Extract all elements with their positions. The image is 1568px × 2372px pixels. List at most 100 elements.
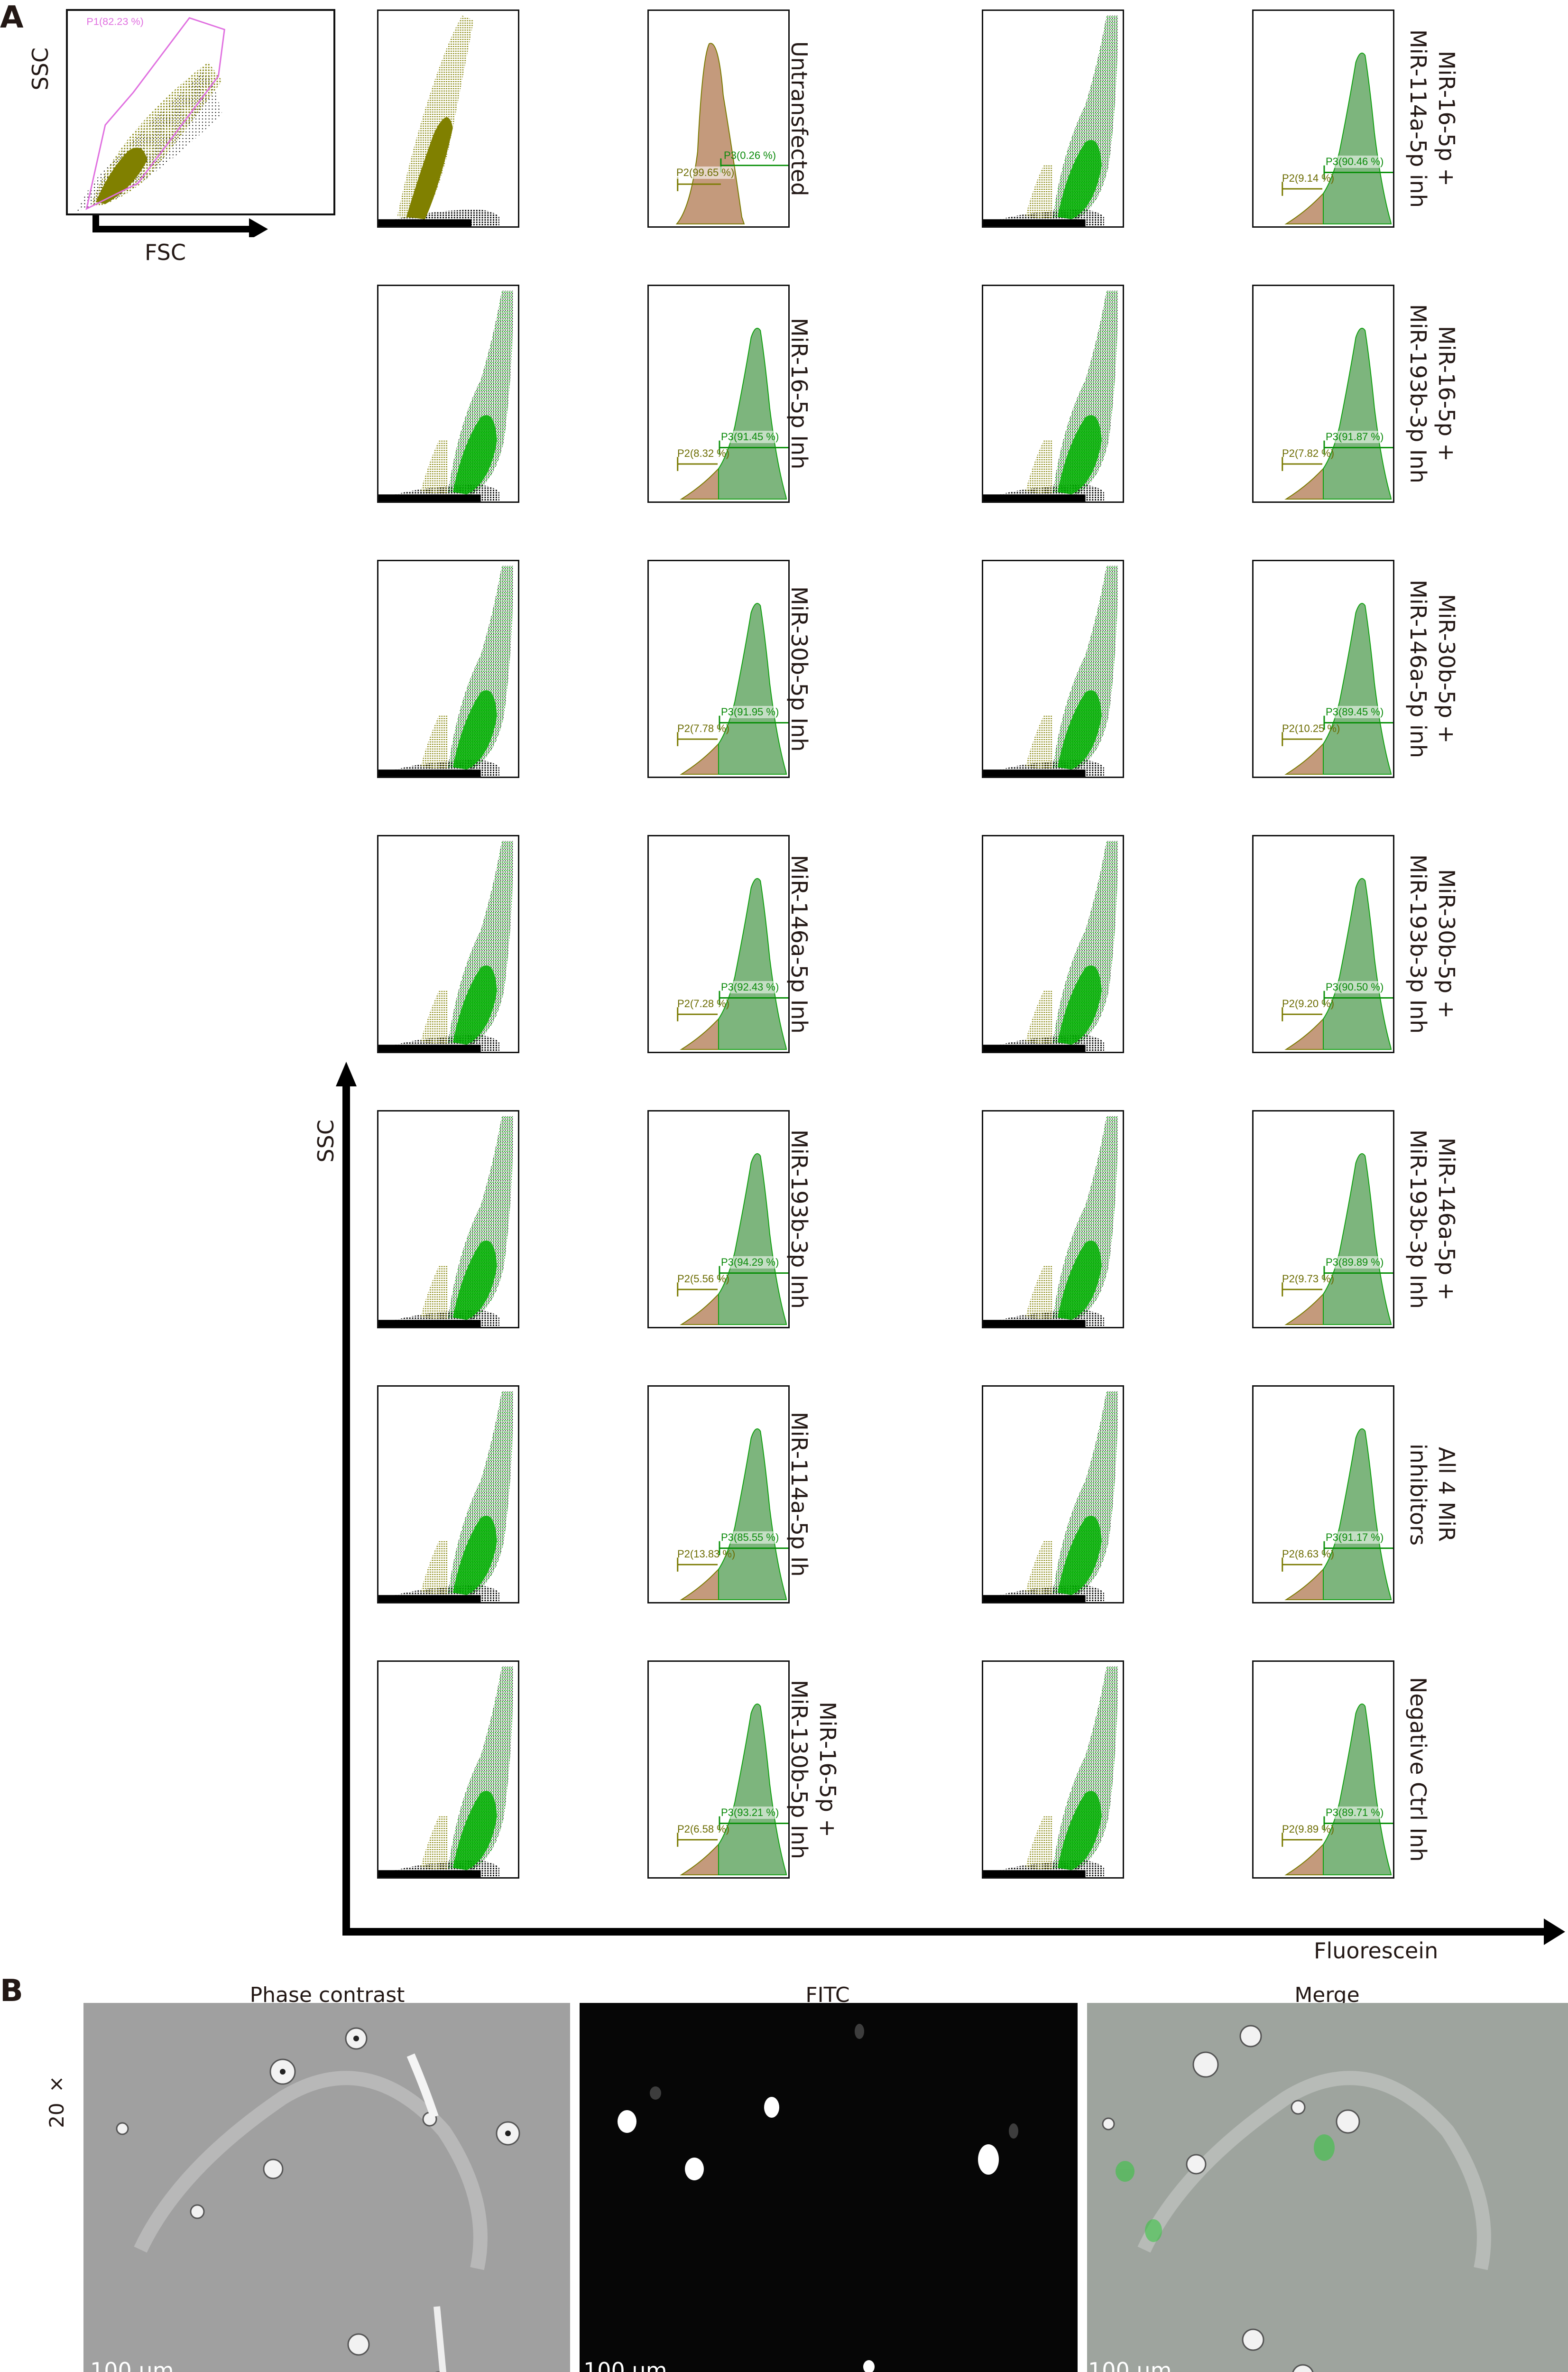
merge-image: 100 µm <box>1087 2003 1568 2372</box>
scatter-graphic <box>983 565 1118 777</box>
p2-gate-label: P2(8.63 %) <box>1282 1548 1335 1560</box>
phase-contrast-scale-text: 100 µm <box>90 2358 174 2372</box>
histogram-graphic <box>677 602 788 775</box>
histogram-graphic <box>1282 327 1393 500</box>
p2-gate-label: P2(13.83 %) <box>677 1548 736 1560</box>
histogram-graphic <box>677 1428 788 1601</box>
scatter-plot <box>377 285 519 503</box>
condition-label: MiR-146a-5p + MiR-193b-3p Inh <box>1405 1130 1459 1309</box>
condition-label: MiR-30b-5p Inh <box>786 586 812 752</box>
p3-gate-label: P3(91.87 %) <box>1326 431 1384 443</box>
p3-gate-label: P3(92.43 %) <box>721 981 779 993</box>
p2-gate-label: P2(9.89 %) <box>1282 1823 1335 1835</box>
scatter-graphic <box>378 1666 514 1877</box>
condition-label: MiR-30b-5p + MiR-193b-3p Inh <box>1405 854 1459 1034</box>
histogram-graphic <box>675 43 788 225</box>
fitc-image: 100 µm <box>580 2003 1078 2372</box>
condition-label: All 4 MiR inhibitors <box>1405 1443 1459 1546</box>
histogram-plot: P2(9.73 %) P3(89.89 %) <box>1252 1110 1394 1328</box>
scatter-graphic <box>983 290 1118 501</box>
histogram-graphic <box>1282 1153 1393 1325</box>
condition-label: MiR-16-5p + MiR-130b-5p Inh <box>786 1680 840 1859</box>
histogram-graphic <box>1282 878 1393 1050</box>
scatter-plot <box>982 1110 1124 1328</box>
p3-gate-label: P3(91.45 %) <box>721 431 779 443</box>
histogram-plot: P2(6.58 %) P3(93.21 %) <box>647 1660 790 1879</box>
histogram-plot: P2(9.14 %) P3(90.46 %) <box>1252 9 1394 228</box>
scatter-graphic <box>983 1666 1118 1877</box>
condition-label: MiR-193b-3p Inh <box>786 1130 812 1309</box>
scatter-plot <box>982 1385 1124 1603</box>
scatter-graphic <box>983 1116 1118 1327</box>
scatter-plot <box>982 560 1124 778</box>
histogram-plot: P2(99.65 %) P3(0.26 %) <box>647 9 790 228</box>
condition-label: MiR-16-5p Inh <box>786 318 812 470</box>
histogram-graphic <box>677 1153 788 1325</box>
scatter-graphic <box>378 290 514 501</box>
p3-gate-label: P3(90.46 %) <box>1326 156 1384 168</box>
histogram-plot: P2(9.89 %) P3(89.71 %) <box>1252 1660 1394 1879</box>
condition-label: Untransfected <box>786 41 812 196</box>
phase-contrast-cells <box>83 2003 570 2372</box>
p2-gate-label: P2(9.14 %) <box>1282 172 1335 184</box>
p2-gate-label: P2(7.82 %) <box>1282 447 1335 459</box>
histogram-graphic <box>1282 1428 1393 1601</box>
grid-x-label: Fluorescein <box>1314 1938 1439 1964</box>
scatter-plot <box>982 285 1124 503</box>
condition-label: MiR-16-5p + MiR-193b-3p Inh <box>1405 304 1459 483</box>
panel-a-letter: A <box>0 0 24 35</box>
p2-gate-label: P2(99.65 %) <box>676 167 735 179</box>
p2-gate-label: P2(7.28 %) <box>677 998 730 1010</box>
p3-gate-label: P3(89.71 %) <box>1326 1807 1384 1819</box>
histogram-plot: P2(9.20 %) P3(90.50 %) <box>1252 835 1394 1053</box>
panel-b-letter: B <box>0 1974 23 2009</box>
p3-gate-label: P3(91.95 %) <box>721 706 779 718</box>
p3-gate-label: P3(91.17 %) <box>1326 1531 1384 1544</box>
p2-gate-label: P2(9.20 %) <box>1282 998 1335 1010</box>
scatter-graphic <box>378 841 514 1052</box>
scatter-plot <box>982 9 1124 228</box>
p2-gate-label: P2(9.73 %) <box>1282 1273 1335 1285</box>
merge-scale-text: 100 µm <box>1088 2358 1172 2372</box>
scatter-plot <box>377 560 519 778</box>
scatter-graphic <box>378 1116 514 1327</box>
scatter-plot <box>377 1385 519 1603</box>
p2-gate-label: P2(5.56 %) <box>677 1273 730 1285</box>
fitc-scale-text: 100 µm <box>583 2358 667 2372</box>
gate-p1-label: P1(82.23 %) <box>86 15 143 27</box>
gating-scatter-graphic: P1(82.23 %) <box>77 15 225 212</box>
scatter-graphic <box>378 565 514 777</box>
p3-gate-label: P3(89.89 %) <box>1326 1256 1384 1269</box>
magnification-label: 20 × <box>45 2073 68 2128</box>
p3-gate-label: P3(0.26 %) <box>724 149 776 161</box>
condition-label: MiR-30b-5p + MiR-146a-5p inh <box>1405 580 1459 758</box>
histogram-graphic <box>677 327 788 500</box>
p3-gate-label: P3(93.21 %) <box>721 1807 779 1819</box>
p2-gate-label: P2(6.58 %) <box>677 1823 730 1835</box>
histogram-plot: P2(7.82 %) P3(91.87 %) <box>1252 285 1394 503</box>
histogram-plot: P2(10.25 %) P3(89.45 %) <box>1252 560 1394 778</box>
p2-gate-label: P2(7.78 %) <box>677 723 730 734</box>
histogram-plot: P2(7.28 %) P3(92.43 %) <box>647 835 790 1053</box>
histogram-graphic <box>677 1703 788 1876</box>
scatter-graphic <box>983 15 1118 226</box>
scatter-plot <box>377 1660 519 1879</box>
p3-gate-label: P3(90.50 %) <box>1326 981 1384 993</box>
scatter-plot <box>377 1110 519 1328</box>
scatter-graphic <box>983 841 1118 1052</box>
grid-y-label: SSC <box>313 1120 339 1163</box>
p2-gate-label: P2(10.25 %) <box>1282 723 1340 734</box>
histogram-plot: P2(5.56 %) P3(94.29 %) <box>647 1110 790 1328</box>
scatter-graphic <box>983 1391 1118 1602</box>
scatter-graphic <box>378 15 499 226</box>
scatter-graphic <box>378 1391 514 1602</box>
merge-cells <box>1087 2003 1568 2372</box>
histogram-graphic <box>1282 52 1393 225</box>
p3-gate-label: P3(89.45 %) <box>1326 706 1384 718</box>
histogram-plot: P2(8.32 %) P3(91.45 %) <box>647 285 790 503</box>
phase-contrast-image: 100 µm <box>83 2003 570 2372</box>
fsc-label: FSC <box>145 240 186 265</box>
histogram-graphic <box>677 878 788 1050</box>
histogram-plot: P2(13.83 %) P3(85.55 %) <box>647 1385 790 1603</box>
histogram-graphic <box>1282 602 1393 775</box>
